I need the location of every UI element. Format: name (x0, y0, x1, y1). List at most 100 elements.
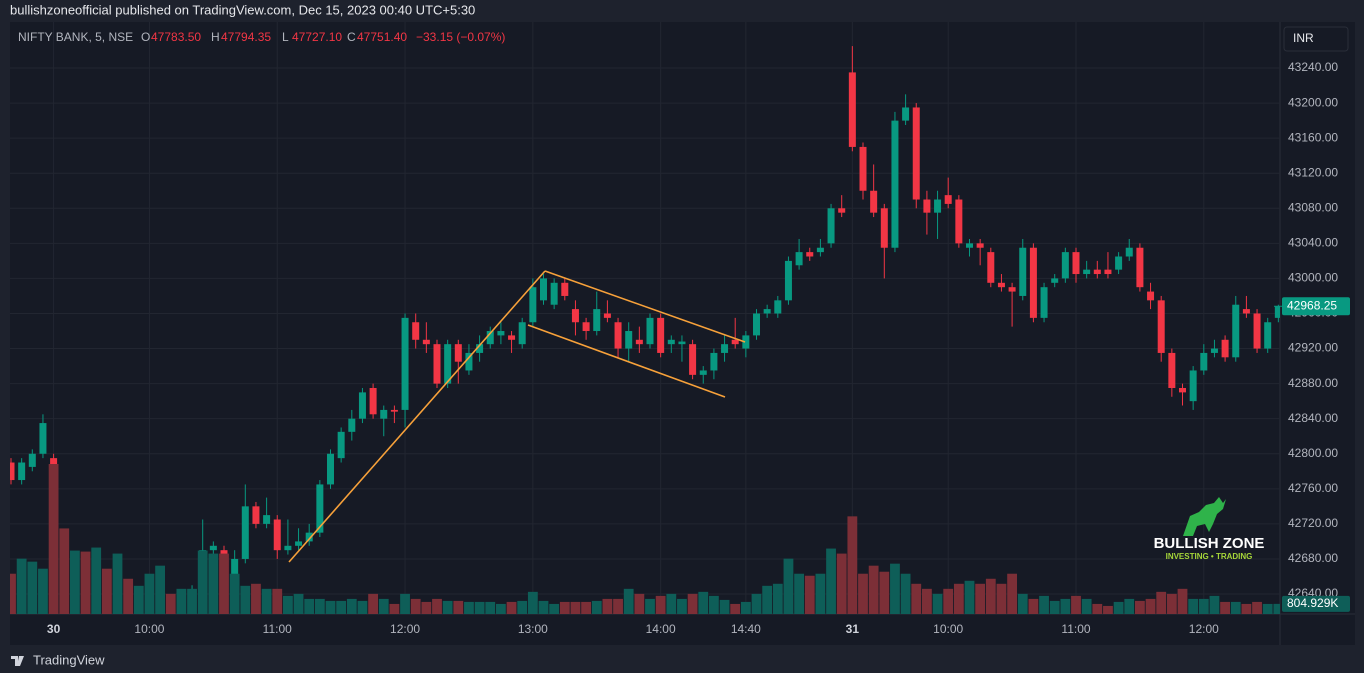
volume-bar (538, 600, 549, 614)
volume-bar (698, 591, 709, 614)
volume-bar (1007, 573, 1017, 614)
candle-body (486, 331, 494, 345)
candle-body (316, 484, 324, 533)
volume-bar (794, 573, 804, 614)
currency[interactable]: INR (1293, 31, 1314, 45)
candle-body (784, 260, 792, 301)
candle-body (1083, 269, 1091, 275)
volume-bar (176, 588, 187, 614)
volume-bar (677, 598, 687, 614)
drawings (288, 270, 746, 563)
candle-body (795, 252, 803, 266)
x-tick-label: 14:40 (731, 622, 761, 636)
y-tick-label: 43200.00 (1288, 95, 1338, 109)
candle-body (955, 199, 963, 244)
candle-body (550, 282, 558, 305)
volume-bar (272, 588, 283, 614)
volume-bar (240, 585, 251, 614)
y-tick-label: 43240.00 (1288, 60, 1338, 74)
x-tick-label: 12:00 (1189, 622, 1219, 636)
volume-bar (1188, 598, 1199, 614)
volume-bar (219, 553, 229, 614)
volume-bar (996, 583, 1007, 614)
volume-bar (783, 558, 794, 614)
candle-body (252, 506, 260, 524)
candle-body (422, 339, 430, 345)
volume-bar (155, 565, 165, 614)
volume-bar (868, 565, 879, 614)
candle-body (848, 72, 856, 147)
y-tick-label: 43080.00 (1288, 200, 1338, 214)
volume-bar (59, 528, 70, 614)
currency-box[interactable] (1283, 26, 1349, 52)
x-tick-label: 31 (846, 622, 860, 636)
x-tick-label: 10:00 (134, 622, 164, 636)
volume-bar (304, 598, 315, 614)
candle-body (39, 423, 47, 454)
volume-bar (1017, 593, 1028, 614)
candle-body (1008, 287, 1016, 292)
volume-bar (10, 573, 16, 614)
candle-body (635, 339, 643, 345)
volume-bar (1071, 595, 1081, 614)
volume-bar (16, 558, 27, 614)
volume-bar (943, 588, 954, 614)
volume-bar (1252, 601, 1262, 614)
candle-body (1051, 278, 1059, 283)
volume-bar (751, 593, 762, 614)
candle-body (1179, 388, 1186, 393)
volume-bar (368, 593, 378, 614)
volume-bar (1209, 595, 1220, 614)
volume-bar (283, 595, 293, 614)
candle-body (806, 252, 814, 257)
candle-body (763, 309, 771, 314)
candle-body (678, 341, 686, 345)
volume-bar (229, 573, 240, 614)
candle-body (1093, 269, 1101, 275)
volume-bar (591, 600, 602, 614)
volume-bar (357, 600, 368, 614)
y-tick-label: 42800.00 (1288, 446, 1338, 460)
y-tick-label: 43160.00 (1288, 130, 1338, 144)
legend-key: O (141, 30, 150, 44)
volume-bar (858, 573, 868, 614)
logo-subtitle: INVESTING • TRADING (1166, 552, 1253, 561)
candle-body (412, 322, 420, 340)
volume-bar (378, 598, 389, 614)
candle-body (561, 282, 569, 296)
volume-bar (847, 516, 858, 614)
legend-key: C (347, 30, 356, 44)
volume-bar (527, 591, 538, 614)
candle-body (731, 339, 739, 345)
y-tick-label: 42880.00 (1288, 376, 1338, 390)
candle-body (380, 409, 388, 419)
footer-text: TradingView (33, 652, 105, 667)
candle-body (923, 199, 931, 213)
candle-body (699, 370, 707, 375)
volume-bar (389, 603, 400, 614)
volume-bar (687, 593, 698, 614)
volume-bar (517, 600, 528, 614)
volume-bar (655, 595, 666, 614)
candle-body (1072, 252, 1080, 275)
volume-bar (112, 553, 123, 614)
volume-bar (1092, 603, 1103, 614)
volume-bar (975, 583, 986, 614)
candle-body (518, 322, 526, 345)
volume-bar (1230, 601, 1241, 614)
x-tick-label: 12:00 (390, 622, 420, 636)
candle-body (1210, 348, 1218, 353)
x-tick-label: 11:00 (263, 622, 292, 636)
volume-bar (1060, 598, 1071, 614)
chart-panel (10, 22, 1355, 645)
volume-bar (144, 573, 155, 614)
candle-body (10, 462, 15, 481)
volume-bar (826, 548, 836, 614)
candle-body (742, 335, 750, 349)
candle-body (870, 190, 878, 213)
candle-body (465, 352, 473, 371)
legend-ohlc: O 47783.50 H 47794.35 L 47727.10 C 47751.40 (141, 30, 407, 44)
candle-body (28, 453, 36, 467)
candle-body (1242, 309, 1250, 314)
volume-bar (38, 568, 48, 614)
